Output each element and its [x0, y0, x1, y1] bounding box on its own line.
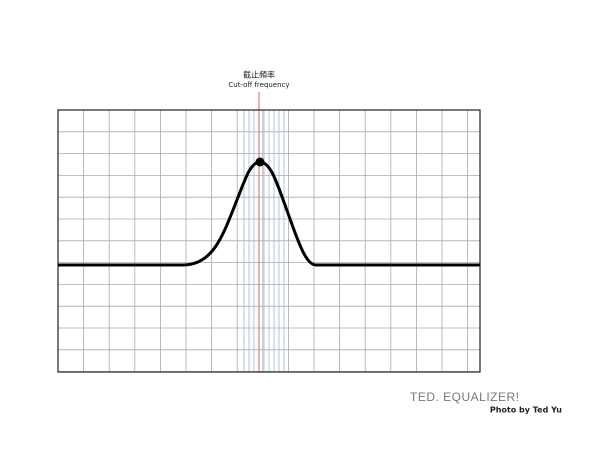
peak-point: [255, 157, 265, 167]
footer-credit: Photo by Ted Yu: [490, 406, 562, 415]
frame: [57, 109, 481, 373]
grid: [58, 110, 480, 373]
annotation-title: 截止頻率: [243, 70, 275, 80]
annotation-subtitle: Cut-off frequency: [228, 81, 289, 89]
footer-brand: TED. EQUALIZER!: [410, 390, 520, 404]
